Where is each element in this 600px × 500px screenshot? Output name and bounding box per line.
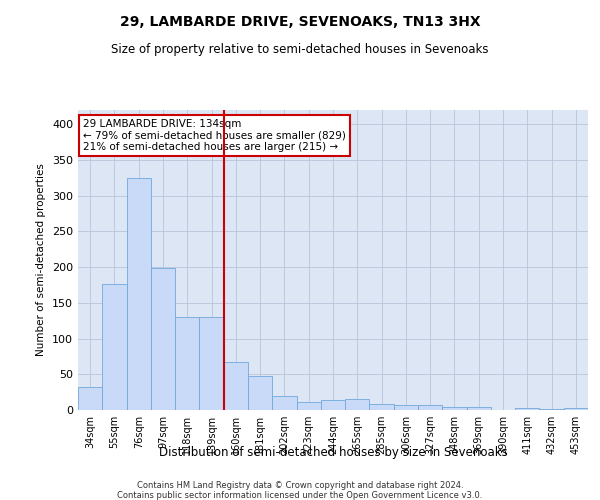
Text: Contains public sector information licensed under the Open Government Licence v3: Contains public sector information licen… <box>118 490 482 500</box>
Bar <box>515 408 539 410</box>
Bar <box>175 317 199 410</box>
Text: 29, LAMBARDE DRIVE, SEVENOAKS, TN13 3HX: 29, LAMBARDE DRIVE, SEVENOAKS, TN13 3HX <box>119 15 481 29</box>
Bar <box>370 404 394 410</box>
Bar <box>394 405 418 410</box>
Text: Distribution of semi-detached houses by size in Sevenoaks: Distribution of semi-detached houses by … <box>158 446 508 459</box>
Bar <box>564 408 588 410</box>
Bar <box>345 400 370 410</box>
Bar <box>248 376 272 410</box>
Bar <box>418 405 442 410</box>
Bar <box>151 268 175 410</box>
Bar <box>296 402 321 410</box>
Bar <box>78 387 102 410</box>
Bar <box>102 284 127 410</box>
Bar <box>199 317 224 410</box>
Text: 29 LAMBARDE DRIVE: 134sqm
← 79% of semi-detached houses are smaller (829)
21% of: 29 LAMBARDE DRIVE: 134sqm ← 79% of semi-… <box>83 119 346 152</box>
Bar <box>467 407 491 410</box>
Text: Contains HM Land Registry data © Crown copyright and database right 2024.: Contains HM Land Registry data © Crown c… <box>137 480 463 490</box>
Bar <box>272 396 296 410</box>
Bar <box>224 362 248 410</box>
Bar <box>321 400 345 410</box>
Bar <box>127 178 151 410</box>
Text: Size of property relative to semi-detached houses in Sevenoaks: Size of property relative to semi-detach… <box>111 42 489 56</box>
Bar <box>442 407 467 410</box>
Y-axis label: Number of semi-detached properties: Number of semi-detached properties <box>37 164 46 356</box>
